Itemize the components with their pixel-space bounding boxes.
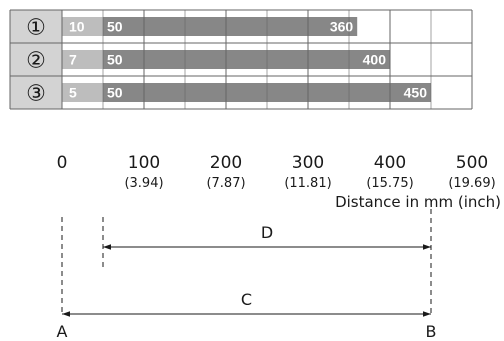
point-label: A: [57, 322, 68, 341]
min-range-label: 10: [69, 19, 85, 35]
row-label: ②: [26, 49, 46, 74]
x-tick-inch-label: (3.94): [124, 176, 163, 191]
end-label: 400: [363, 52, 387, 68]
min-range-label: 7: [69, 52, 77, 68]
start-label: 50: [107, 85, 123, 101]
x-tick-inch-label: (15.75): [366, 176, 413, 191]
x-tick-inch-label: (11.81): [284, 176, 331, 191]
row-label: ①: [26, 16, 46, 41]
start-label: 50: [107, 52, 123, 68]
row-label: ③: [26, 82, 46, 107]
end-label: 450: [404, 85, 428, 101]
x-tick-label: 100: [128, 153, 160, 173]
dimension-label: D: [261, 223, 273, 242]
end-label: 360: [330, 19, 354, 35]
dimension-label: C: [241, 290, 252, 309]
min-range-label: 5: [69, 85, 77, 101]
x-tick-label: 300: [292, 153, 324, 173]
min-range-bar: [62, 17, 103, 36]
range-bar: [103, 17, 358, 36]
x-tick-label: 400: [374, 153, 406, 173]
x-tick-inch-label: (19.69): [448, 176, 495, 191]
x-tick-label: 0: [57, 153, 68, 173]
x-tick-label: 200: [210, 153, 242, 173]
x-tick-label: 500: [456, 153, 488, 173]
start-label: 50: [107, 19, 123, 35]
min-range-bar: [62, 83, 103, 102]
x-axis-title: Distance in mm (inch): [335, 193, 501, 211]
x-tick-inch-label: (7.87): [206, 176, 245, 191]
row-label-cell: [10, 43, 62, 76]
row-label-cell: [10, 76, 62, 109]
range-bar: [103, 50, 390, 69]
point-label: B: [426, 322, 437, 341]
row-label-cell: [10, 10, 62, 43]
min-range-bar: [62, 50, 103, 69]
